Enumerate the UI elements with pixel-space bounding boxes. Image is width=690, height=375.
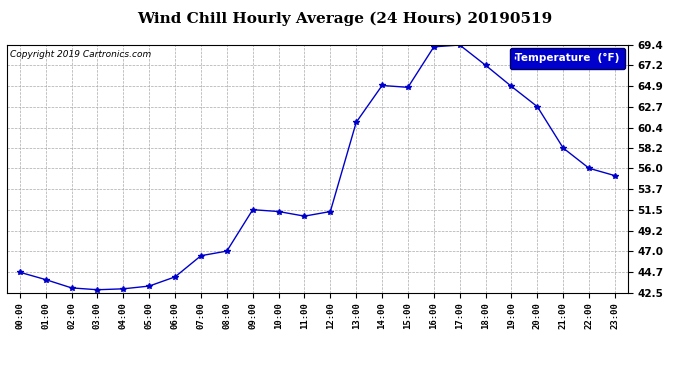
Legend: Temperature  (°F): Temperature (°F) [510,48,624,69]
Text: Wind Chill Hourly Average (24 Hours) 20190519: Wind Chill Hourly Average (24 Hours) 201… [137,11,553,26]
Text: Copyright 2019 Cartronics.com: Copyright 2019 Cartronics.com [10,50,151,59]
